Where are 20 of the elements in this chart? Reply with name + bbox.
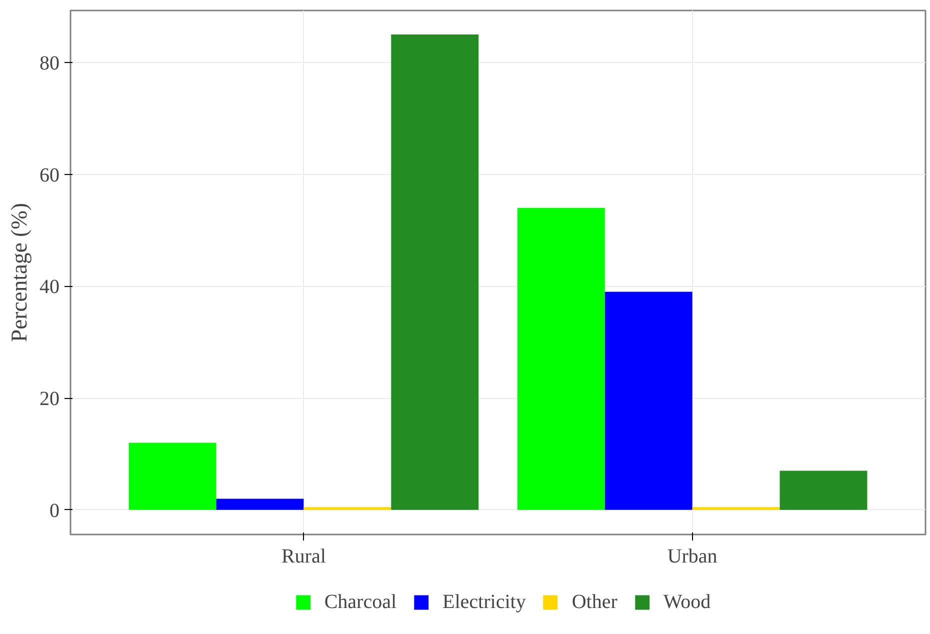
legend-label: Wood: [663, 590, 711, 614]
y-tick-label: 60: [40, 164, 60, 186]
legend-label: Charcoal: [324, 590, 397, 614]
y-tick-label: 80: [40, 52, 60, 75]
bar: [692, 507, 780, 510]
x-tick-label: Urban: [667, 546, 718, 568]
bar: [780, 470, 868, 510]
bar: [391, 34, 479, 510]
legend-label: Electricity: [442, 590, 526, 614]
x-tick-label: Rural: [281, 546, 326, 568]
y-tick-label: 20: [40, 388, 60, 410]
bar: [604, 292, 692, 510]
legend-label: Other: [572, 590, 618, 614]
bar: [216, 498, 304, 510]
y-axis-title: Percentage (%): [6, 202, 32, 342]
bar: [517, 208, 605, 510]
bar: [128, 442, 216, 510]
y-tick-label: 40: [40, 276, 60, 298]
bar: [304, 507, 392, 510]
y-tick-label: 0: [50, 500, 60, 522]
